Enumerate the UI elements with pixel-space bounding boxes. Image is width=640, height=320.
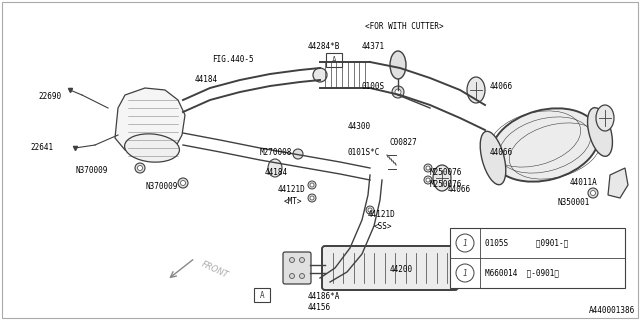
Text: C00827: C00827 — [390, 138, 418, 147]
Text: <SS>: <SS> — [374, 222, 392, 231]
Circle shape — [424, 176, 432, 184]
Circle shape — [308, 181, 316, 189]
Text: FRONT: FRONT — [200, 260, 230, 280]
Circle shape — [293, 149, 303, 159]
Ellipse shape — [125, 134, 179, 162]
Circle shape — [588, 188, 598, 198]
Text: 0105S      〈0901-〉: 0105S 〈0901-〉 — [485, 238, 568, 247]
Circle shape — [310, 196, 314, 200]
Text: FIG.440-5: FIG.440-5 — [212, 55, 253, 64]
Text: A: A — [332, 55, 336, 65]
Text: <FOR WITH CUTTER>: <FOR WITH CUTTER> — [365, 22, 444, 31]
Text: 44156: 44156 — [308, 303, 331, 312]
Circle shape — [289, 274, 294, 278]
Ellipse shape — [491, 108, 599, 182]
Ellipse shape — [467, 77, 485, 103]
Bar — [254, 288, 270, 302]
Text: M250076: M250076 — [430, 180, 462, 189]
Bar — [450, 228, 625, 288]
FancyBboxPatch shape — [283, 252, 311, 284]
Text: N370009: N370009 — [145, 182, 177, 191]
Circle shape — [178, 178, 188, 188]
Text: A: A — [260, 291, 264, 300]
Circle shape — [426, 166, 430, 170]
Text: 44066: 44066 — [448, 185, 471, 194]
Circle shape — [138, 165, 143, 171]
Text: 44066: 44066 — [490, 148, 513, 157]
Circle shape — [392, 86, 404, 98]
Circle shape — [135, 163, 145, 173]
FancyBboxPatch shape — [322, 246, 458, 290]
Circle shape — [310, 183, 314, 187]
Circle shape — [456, 234, 474, 252]
Text: A440001386: A440001386 — [589, 306, 635, 315]
Circle shape — [300, 258, 305, 262]
Text: 0101S*C: 0101S*C — [348, 148, 380, 157]
Circle shape — [426, 178, 430, 182]
Circle shape — [591, 190, 595, 196]
Text: <MT>: <MT> — [284, 197, 303, 206]
Ellipse shape — [480, 131, 506, 185]
Circle shape — [456, 264, 474, 282]
Text: 44284*B: 44284*B — [308, 42, 340, 51]
Text: 44371: 44371 — [362, 42, 385, 51]
Circle shape — [289, 258, 294, 262]
Text: 44121D: 44121D — [368, 210, 396, 219]
Text: 22641: 22641 — [30, 143, 53, 152]
Text: N350001: N350001 — [558, 198, 590, 207]
Circle shape — [313, 68, 327, 82]
Text: 44300: 44300 — [348, 122, 371, 131]
Text: 44066: 44066 — [490, 82, 513, 91]
Ellipse shape — [588, 108, 612, 156]
Circle shape — [180, 180, 186, 186]
Ellipse shape — [268, 159, 282, 177]
Text: 44011A: 44011A — [570, 178, 598, 187]
Text: 44121D: 44121D — [278, 185, 306, 194]
Text: 44200: 44200 — [390, 265, 413, 274]
Circle shape — [366, 206, 374, 214]
Text: 22690: 22690 — [38, 92, 61, 101]
Circle shape — [395, 89, 401, 95]
PathPatch shape — [115, 88, 185, 158]
Text: 0100S: 0100S — [362, 82, 385, 91]
Ellipse shape — [390, 51, 406, 79]
Circle shape — [300, 274, 305, 278]
Text: 44186*A: 44186*A — [308, 292, 340, 301]
Text: M250076: M250076 — [430, 168, 462, 177]
Circle shape — [368, 208, 372, 212]
Text: 44184: 44184 — [265, 168, 288, 177]
Text: 1: 1 — [463, 238, 467, 247]
Text: N370009: N370009 — [75, 166, 108, 175]
Text: M270008: M270008 — [260, 148, 292, 157]
Text: 1: 1 — [463, 268, 467, 277]
Circle shape — [308, 194, 316, 202]
Ellipse shape — [596, 105, 614, 131]
Bar — [326, 53, 342, 67]
Text: 44184: 44184 — [195, 75, 218, 84]
Circle shape — [424, 164, 432, 172]
Ellipse shape — [433, 165, 451, 191]
Text: M660014  〈-0901〉: M660014 〈-0901〉 — [485, 268, 559, 277]
PathPatch shape — [608, 168, 628, 198]
